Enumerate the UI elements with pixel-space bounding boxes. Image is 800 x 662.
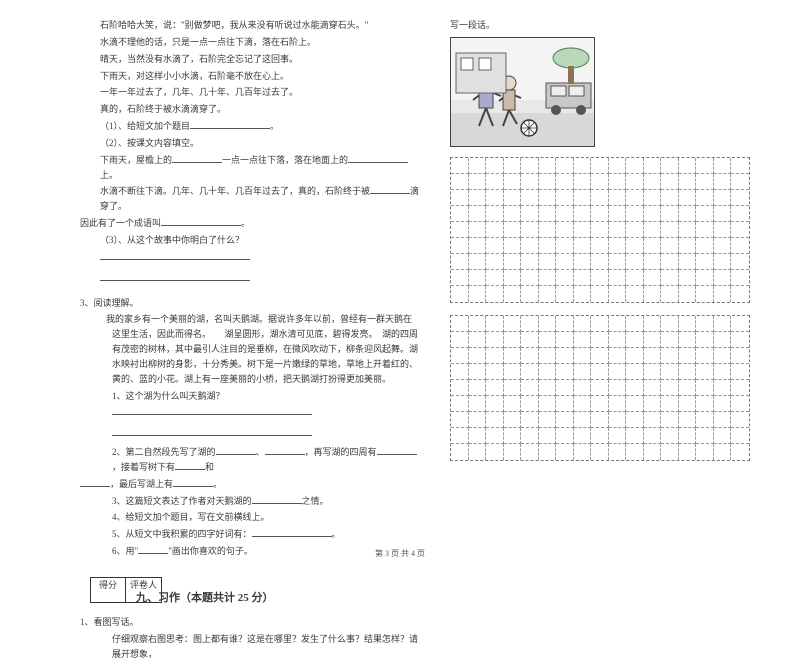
text: 一点一点往下落，落在地面上的 (222, 155, 348, 165)
blank[interactable] (252, 494, 302, 504)
writing-num: 1、看图写话。 (80, 615, 420, 630)
left-column: 石阶哈哈大笑，说："别做梦吧，我从来没有听说过水能滴穿石头。" 水滴不理他的话，… (80, 18, 420, 530)
text: 因此有了一个成语叫 (80, 218, 161, 228)
answer-line[interactable] (80, 426, 420, 441)
blank[interactable] (370, 184, 410, 194)
story-line: 晴天，当然没有水滴了，石阶完全忘记了这回事。 (80, 52, 420, 67)
right-column: 写一段话。 (450, 18, 750, 530)
illustration-svg (451, 38, 595, 147)
text: 。 (213, 479, 222, 489)
story-line: 一年一年过去了，几年、几十年、几百年过去了。 (80, 85, 420, 100)
text: 上。 (100, 170, 118, 180)
blank[interactable] (216, 445, 256, 455)
story-line: 水滴不理他的话，只是一点一点往下滴，落在石阶上。 (80, 35, 420, 50)
passage: 我的家乡有一个美丽的湖，名叫天鹅湖。据说许多年以前，曾经有一群天鹅在这里生活，因… (80, 312, 420, 386)
pq2: 2、第二自然段先写了湖的 、 ，再写湖的四周有 ，接着写树下有 和 (80, 445, 420, 475)
blank[interactable] (172, 153, 222, 163)
section-title: 九、习作（本题共计 25 分） (136, 589, 420, 607)
score-cell[interactable]: 得分 (90, 577, 126, 603)
q3-label: （3）、从这个故事中你明白了什么？ (80, 233, 420, 248)
story-line: 下雨天，对这样小小水滴，石阶毫不放在心上。 (80, 69, 420, 84)
text: 、 (256, 447, 265, 457)
q2-line2: 水滴不断往下滴。几年、几十年、几百年过去了，真的，石阶终于被滴穿了。 (80, 184, 420, 214)
story-line: 真的，石阶终于被水滴滴穿了。 (80, 102, 420, 117)
illustration (450, 37, 595, 147)
blank[interactable] (173, 477, 213, 487)
text: ，接着写树下有 (112, 462, 175, 472)
q1: （1）、给短文加个题目。 (80, 119, 420, 134)
text: 和 (205, 462, 214, 472)
q2-line1: 下雨天，屋檐上的 一点一点往下落，落在地面上的上。 (80, 153, 420, 183)
writing-grid-1[interactable] (450, 157, 750, 303)
pq5: 5、从短文中我积累的四字好词有：。 (80, 527, 420, 542)
answer-line[interactable] (80, 405, 420, 420)
text: ，再写湖的四周有 (305, 447, 377, 457)
pq2-cont: ，最后写湖上有 。 (80, 477, 420, 492)
page-footer: 第 3 页 共 4 页 (0, 548, 800, 559)
answer-line[interactable] (80, 250, 420, 265)
blank[interactable] (80, 477, 110, 487)
blank[interactable] (348, 153, 408, 163)
text: ，最后写湖上有 (110, 479, 173, 489)
text: 之情。 (302, 496, 329, 506)
q2-label: （2）、按课文内容填空。 (80, 136, 420, 151)
text: 下雨天，屋檐上的 (100, 155, 172, 165)
cont-text: 写一段话。 (450, 18, 750, 33)
text: 2、第二自然段先写了湖的 (112, 447, 216, 457)
q1-label: （1）、给短文加个题目 (100, 121, 190, 131)
answer-line[interactable] (80, 271, 420, 286)
text: 3、这篇短文表达了作者对天鹅湖的 (112, 496, 252, 506)
blank[interactable] (265, 445, 305, 455)
q2-extra: 因此有了一个成语叫。 (80, 216, 420, 231)
blank[interactable] (175, 460, 205, 470)
text: 水滴不断往下滴。几年、几十年、几百年过去了，真的，石阶终于被 (100, 186, 370, 196)
story-line: 石阶哈哈大笑，说："别做梦吧，我从来没有听说过水能滴穿石头。" (80, 18, 420, 33)
blank[interactable] (190, 119, 270, 129)
page-container: 石阶哈哈大笑，说："别做梦吧，我从来没有听说过水能滴穿石头。" 水滴不理他的话，… (0, 0, 800, 540)
writing-prompt: 仔细观察右图思考：图上都有谁？这是在哪里？发生了什么事？结果怎样？请展开想象， (80, 632, 420, 662)
blank[interactable] (377, 445, 417, 455)
item3-heading: 3、阅读理解。 (80, 296, 420, 311)
writing-grid-2[interactable] (450, 315, 750, 461)
pq1: 1、这个湖为什么叫天鹅湖？ (80, 389, 420, 404)
pq3: 3、这篇短文表达了作者对天鹅湖的 之情。 (80, 494, 420, 509)
text: 5、从短文中我积累的四字好词有： (112, 529, 252, 539)
pq4: 4、给短文加个题目，写在文前横线上。 (80, 510, 420, 525)
blank[interactable] (161, 216, 241, 226)
blank[interactable] (252, 527, 332, 537)
